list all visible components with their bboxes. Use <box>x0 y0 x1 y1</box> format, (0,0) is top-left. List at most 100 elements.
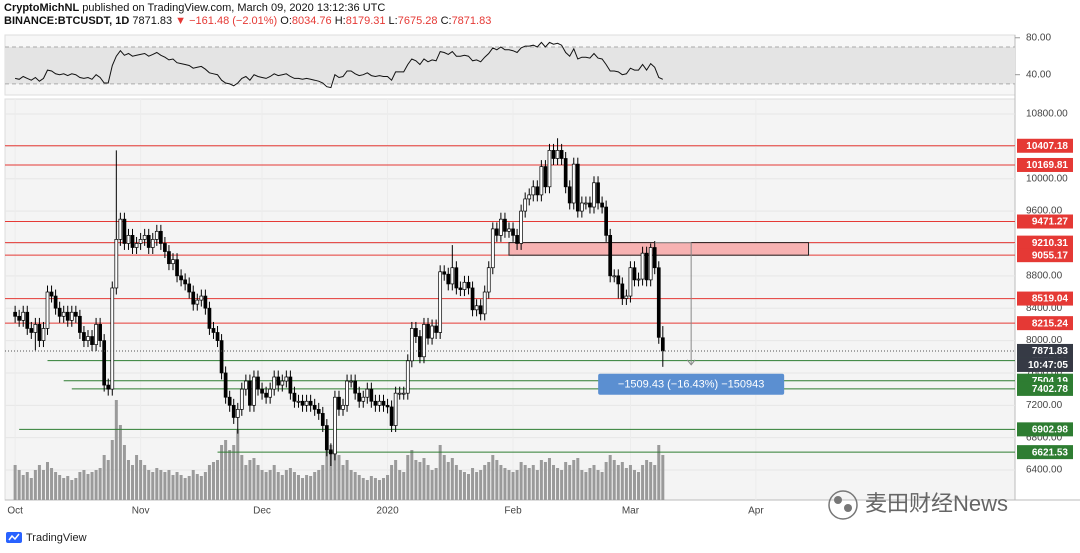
volume-bar <box>657 445 661 500</box>
volume-bar <box>37 465 41 500</box>
volume-bar <box>645 460 649 500</box>
level-tag: 6902.98 <box>1017 422 1073 437</box>
level-tag-label: 9471.27 <box>1032 217 1069 228</box>
level-tag: 6621.53 <box>1017 445 1073 460</box>
candle-body <box>405 360 410 394</box>
level-tag: 7402.78 <box>1017 381 1073 396</box>
volume-bar <box>211 462 215 500</box>
candle-body <box>571 163 576 204</box>
candle-body <box>499 218 503 236</box>
rsi-tick-label: 80.00 <box>1026 32 1051 43</box>
volume-bar <box>398 470 402 500</box>
candle-body <box>86 336 90 341</box>
candle-body <box>154 230 159 240</box>
level-tag-label: 8519.04 <box>1032 294 1069 305</box>
candle-body <box>458 287 463 290</box>
candle-body <box>373 400 378 406</box>
volume-bar <box>248 460 252 500</box>
candle-body <box>98 324 102 341</box>
candle-body <box>292 392 297 402</box>
candle-body <box>106 384 111 390</box>
candle-body <box>308 400 313 406</box>
volume-bar <box>357 475 361 500</box>
candle-body <box>616 275 621 285</box>
level-tag-label: 7402.78 <box>1032 384 1069 395</box>
volume-bar <box>317 470 321 500</box>
volume-bar <box>284 470 288 500</box>
volume-bar <box>276 472 280 500</box>
candle-body <box>539 166 544 196</box>
candle-body <box>320 413 325 426</box>
candle-body <box>434 325 438 333</box>
candle-body <box>195 299 200 305</box>
volume-bar <box>628 465 632 500</box>
rsi-tick-label: 40.00 <box>1026 69 1051 80</box>
candle-body <box>563 158 568 188</box>
level-tag-box <box>1017 248 1073 263</box>
volume-bar <box>588 468 592 500</box>
volume-bar <box>608 455 612 500</box>
candle-body <box>620 283 625 299</box>
candle-body <box>110 287 115 390</box>
candle-body <box>660 337 665 352</box>
candle-body <box>82 332 86 341</box>
last: 7871.83 <box>132 15 173 27</box>
volume-bar <box>572 460 576 500</box>
volume-bar <box>519 462 523 500</box>
volume-bar <box>94 470 98 500</box>
volume-bar <box>337 455 341 500</box>
volume-bar <box>70 480 74 500</box>
candle-body <box>312 404 317 410</box>
volume-bar <box>612 460 616 500</box>
candle-body <box>199 295 204 301</box>
candle-body <box>600 202 604 208</box>
volume-bar <box>143 465 147 500</box>
level-tag-box <box>1017 445 1073 460</box>
countdown-tag-label: 10:47:05 <box>1028 360 1068 371</box>
volume-bar <box>438 445 442 500</box>
candle-body <box>175 259 179 277</box>
candle-body <box>150 239 155 248</box>
y-tick-label: 8400.00 <box>1026 303 1063 314</box>
candle-body <box>422 324 426 358</box>
candle-body <box>69 311 74 321</box>
volume-bar <box>600 472 604 500</box>
volume-bar <box>110 440 114 500</box>
candle-body <box>507 228 511 232</box>
volume-bar <box>454 465 458 500</box>
candle-body <box>555 150 560 159</box>
volume-bar <box>381 478 385 500</box>
rsi-band <box>5 47 1015 84</box>
volume-bar <box>199 476 203 500</box>
volume-bar <box>321 465 325 500</box>
volume-bar <box>341 465 345 500</box>
level-tag-label: 7504.19 <box>1032 376 1069 387</box>
candle-body <box>33 324 38 333</box>
level-tag-label: 9210.31 <box>1032 238 1069 249</box>
volume-bar <box>511 472 515 500</box>
candle-body <box>389 406 394 426</box>
candle-body <box>377 400 382 406</box>
candle-body <box>288 376 293 394</box>
candle-body <box>142 235 147 240</box>
candle-body <box>511 228 515 236</box>
candle-body <box>94 324 98 345</box>
level-tag-box <box>1017 316 1073 331</box>
level-tag-label: 9055.17 <box>1032 250 1069 261</box>
candle-body <box>329 449 333 455</box>
candle-body <box>640 252 645 280</box>
volume-bar <box>507 470 511 500</box>
volume-bar <box>475 472 479 500</box>
candle-body <box>596 182 600 204</box>
volume-bar <box>163 472 167 500</box>
candle-body <box>341 404 345 410</box>
last-price-tag: 7871.83 <box>1017 343 1073 358</box>
volume-bar <box>531 465 535 500</box>
symbol-line: BINANCE:BTCUSDT, 1D 7871.83 ▼ −161.48 (−… <box>4 15 491 28</box>
candle-body <box>146 235 151 248</box>
candle-body <box>584 202 588 205</box>
h: 8179.31 <box>345 15 386 27</box>
volume-bar <box>220 445 224 500</box>
volume-bar <box>90 472 94 500</box>
candle-body <box>353 380 358 394</box>
